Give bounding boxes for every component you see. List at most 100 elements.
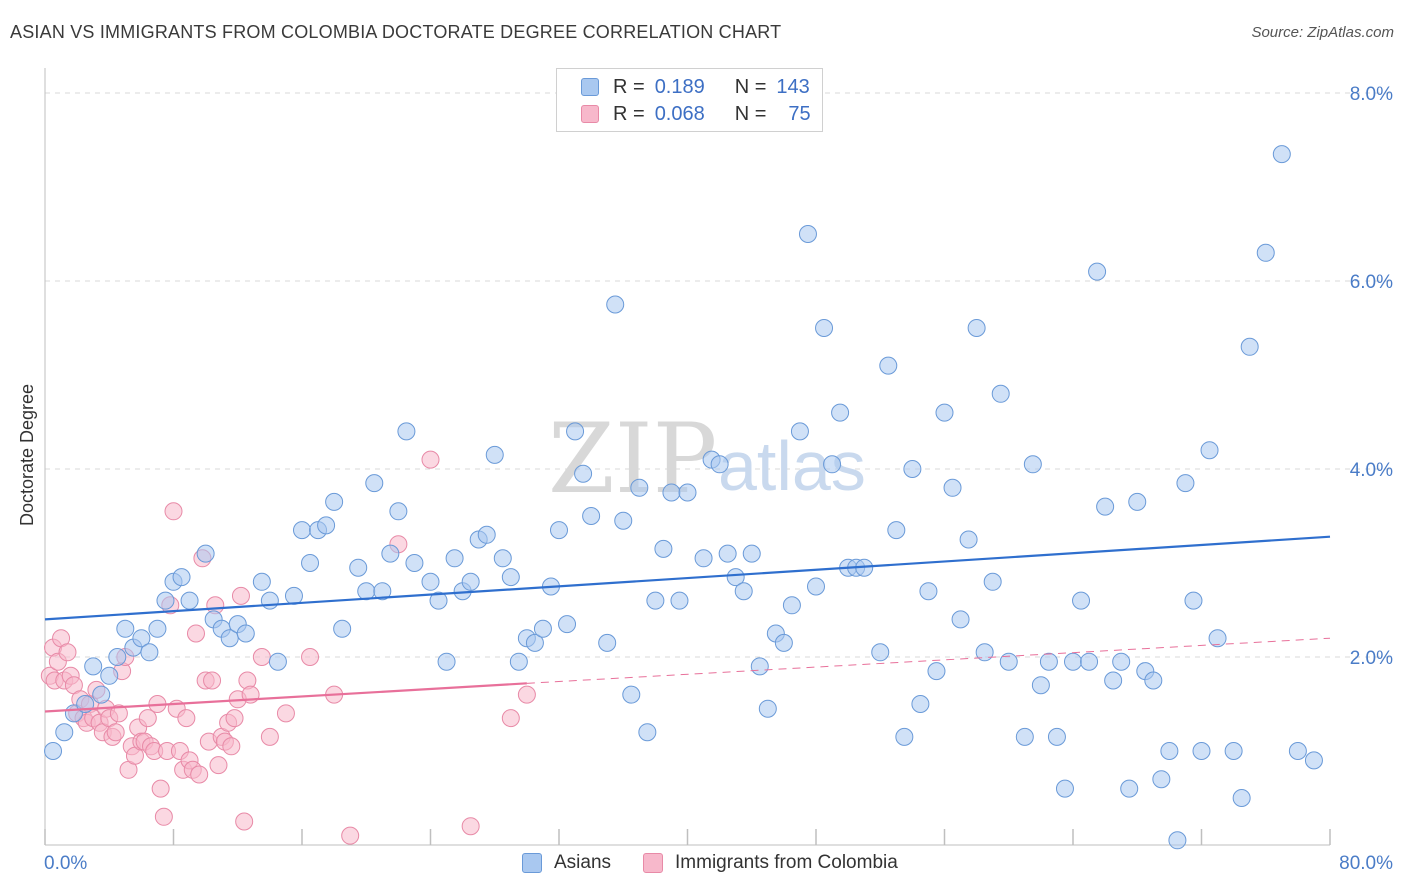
bottom-legend-asians: Asians: [522, 852, 611, 874]
asians-point: [622, 685, 641, 704]
asians-point: [421, 572, 440, 591]
colombia-trend-extension: [526, 637, 1331, 684]
asians-point: [815, 319, 834, 337]
chart-title: ASIAN VS IMMIGRANTS FROM COLOMBIA DOCTOR…: [10, 22, 782, 42]
asians-point: [943, 478, 962, 497]
asians-point: [301, 554, 320, 572]
asians-point: [606, 295, 625, 314]
colombia-point: [186, 624, 205, 643]
asians-point: [485, 445, 504, 464]
asians-point: [750, 657, 769, 676]
asians-point: [903, 460, 922, 478]
asians-point: [1160, 742, 1179, 760]
asians-point: [1055, 779, 1074, 798]
colombia-point: [341, 826, 360, 845]
asians-point: [871, 643, 890, 662]
y-tick-label: 6.0%: [1350, 272, 1393, 293]
asians-point: [1047, 727, 1066, 746]
asians-point: [55, 723, 74, 742]
asians-point: [1023, 455, 1042, 474]
asians-point: [638, 723, 657, 742]
legend-r-value: 0.068: [654, 102, 705, 125]
asians-point: [774, 633, 793, 652]
bottom-legend: Asians Immigrants from Colombia: [522, 852, 930, 874]
asians-point: [381, 544, 400, 563]
asians-point: [100, 666, 119, 685]
colombia-point: [151, 779, 170, 798]
asians-point: [252, 572, 271, 591]
series-asians-points: [44, 145, 1323, 850]
axes: [44, 68, 1331, 846]
asians-point: [1072, 591, 1091, 610]
y-tick-label: 2.0%: [1350, 648, 1393, 669]
asians-point: [710, 455, 729, 474]
asians-point: [742, 544, 761, 563]
y-tick-label: 4.0%: [1350, 460, 1393, 481]
colombia-point: [301, 648, 320, 666]
legend-r-label: R =: [613, 75, 645, 98]
asians-point: [614, 511, 633, 530]
asians-point: [461, 572, 480, 591]
asians-point: [654, 539, 673, 558]
asians-point: [140, 643, 159, 662]
colombia-label: Immigrants from Colombia: [675, 852, 898, 873]
asians-point: [501, 568, 520, 587]
asians-point: [887, 521, 906, 540]
asians-point: [662, 483, 681, 502]
asians-point: [1224, 742, 1243, 760]
asians-point: [678, 483, 697, 502]
asians-point: [911, 695, 930, 713]
asians-point: [405, 554, 424, 572]
colombia-swatch: [643, 853, 664, 873]
asians-point: [1015, 727, 1034, 746]
legend-r-value: 0.189: [654, 75, 705, 98]
asians-point: [1104, 671, 1123, 690]
asians-swatch: [522, 853, 542, 873]
asians-point: [389, 502, 408, 521]
asians-point: [477, 525, 496, 544]
asians-point: [236, 624, 255, 643]
asians-label: Asians: [554, 852, 612, 873]
asians-point: [726, 568, 745, 587]
asians-point: [333, 619, 352, 638]
colombia-point: [421, 450, 440, 469]
legend-n-value: 143: [776, 75, 810, 98]
asians-point: [831, 403, 850, 422]
colombia-point: [58, 643, 77, 662]
colombia-point: [235, 812, 254, 831]
trend-lines: [44, 535, 1331, 713]
asians-point: [493, 549, 512, 568]
asians-point: [1152, 770, 1171, 789]
asians-point: [718, 544, 737, 563]
asians-point: [509, 652, 528, 671]
asians-point: [1031, 676, 1050, 695]
x-tick-label: 0.0%: [44, 853, 87, 874]
asians-point: [646, 591, 665, 610]
legend-n-value: 75: [788, 102, 811, 125]
asians-point: [1112, 652, 1131, 671]
colombia-point: [225, 709, 244, 728]
asians-point: [156, 591, 175, 610]
watermark-atlas: atlas: [718, 427, 866, 505]
colombia-trend-line: [44, 682, 527, 713]
asians-point: [84, 657, 103, 676]
asians-point: [44, 742, 63, 760]
asians-point: [630, 478, 649, 497]
colombia-point: [501, 709, 520, 728]
asians-point: [798, 225, 817, 243]
colombia-point: [461, 817, 480, 836]
asians-point: [196, 544, 215, 563]
asians-point: [397, 422, 416, 441]
asians-point: [1096, 497, 1115, 516]
legend-row-colombia: R = 0.068 N = 75: [581, 102, 811, 126]
colombia-point: [190, 765, 209, 784]
asians-point: [533, 619, 552, 638]
asians-point: [574, 464, 593, 483]
colombia-point: [138, 709, 157, 728]
asians-point: [999, 652, 1018, 671]
colombia-point: [203, 671, 222, 690]
asians-point: [558, 615, 577, 634]
x-tick-label: 80.0%: [1339, 853, 1393, 874]
asians-point: [437, 652, 456, 671]
asians-point: [1256, 243, 1275, 262]
